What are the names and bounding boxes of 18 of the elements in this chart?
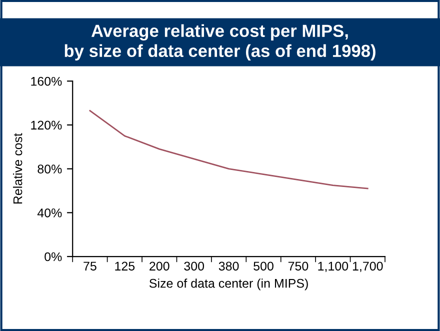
x-tick-label: 200 bbox=[150, 262, 170, 271]
x-axis-title: Size of data center (in MIPS) bbox=[149, 278, 308, 290]
y-tick-label: 160% bbox=[31, 76, 62, 86]
x-tick-label: 125 bbox=[115, 262, 135, 271]
x-tick-label: 750 bbox=[288, 262, 308, 271]
y-tick-label: 80% bbox=[38, 164, 62, 174]
line-series bbox=[89, 110, 368, 190]
y-tick-label: 0% bbox=[44, 252, 62, 262]
y-tick-label: 120% bbox=[31, 120, 62, 130]
x-tick-label: 1,700 bbox=[352, 262, 383, 272]
x-tick-label: 500 bbox=[254, 262, 274, 271]
y-tick-label: 40% bbox=[37, 208, 62, 218]
x-tick-label: 1,100 bbox=[318, 262, 348, 272]
x-tick-label: 380 bbox=[218, 262, 239, 271]
y-axis-title: Relative cost bbox=[13, 133, 22, 204]
x-tick-label: 75 bbox=[84, 262, 96, 271]
chart-title: Average relative cost per MIPS, by size of data center (as of end 1998) bbox=[64, 24, 376, 60]
x-tick-label: 300 bbox=[184, 262, 204, 271]
